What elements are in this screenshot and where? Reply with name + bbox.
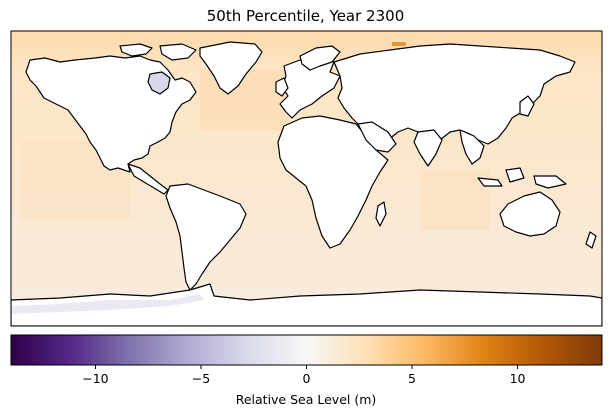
map-title: 50th Percentile, Year 2300 bbox=[206, 7, 405, 25]
landmass-southeast-asia bbox=[459, 129, 485, 165]
land bbox=[11, 41, 602, 326]
landmass-arctic-islands bbox=[119, 43, 153, 57]
colorbar-tick-label: −5 bbox=[192, 371, 210, 386]
ocean-band-north-atlantic bbox=[200, 70, 290, 130]
colorbar-tick-label: 0 bbox=[303, 371, 311, 386]
colorbar-gradient bbox=[11, 335, 602, 365]
colorbar: −10 −5 0 5 10 Relative Sea Level (m) bbox=[10, 334, 603, 407]
landmass-india bbox=[413, 129, 443, 167]
landmass-japan bbox=[519, 95, 535, 117]
arctic-hotspot bbox=[392, 42, 406, 46]
colorbar-tick-label: 5 bbox=[408, 371, 416, 386]
landmass-madagascar bbox=[375, 201, 387, 227]
map-frame bbox=[10, 30, 603, 327]
landmass-south-america bbox=[165, 183, 247, 291]
landmass-antarctica bbox=[11, 283, 602, 326]
landmass-greenland bbox=[199, 41, 263, 95]
landmass-new-guinea bbox=[533, 175, 567, 189]
landmass-australia bbox=[499, 191, 561, 237]
colorbar-tick-label: 10 bbox=[510, 371, 526, 386]
colorbar-tick-label: −10 bbox=[82, 371, 108, 386]
landmass-britain bbox=[275, 77, 289, 97]
landmass-scandinavia bbox=[299, 45, 341, 71]
world-map bbox=[11, 31, 602, 326]
landmass-africa bbox=[277, 115, 389, 249]
landmass-central-america bbox=[127, 163, 169, 195]
landmass-indonesia-2 bbox=[505, 167, 525, 183]
landmass-arctic-islands-2 bbox=[159, 43, 197, 61]
ocean-band-indian bbox=[420, 170, 490, 230]
colorbar-label: Relative Sea Level (m) bbox=[236, 392, 377, 407]
landmass-arabia bbox=[357, 121, 397, 153]
antarctic-negative-zone bbox=[11, 294, 204, 314]
hudson-bay bbox=[147, 71, 171, 95]
landmass-indonesia-1 bbox=[477, 177, 503, 187]
colorbar-ticks: −10 −5 0 5 10 bbox=[82, 365, 526, 386]
landmass-new-zealand bbox=[585, 231, 597, 249]
